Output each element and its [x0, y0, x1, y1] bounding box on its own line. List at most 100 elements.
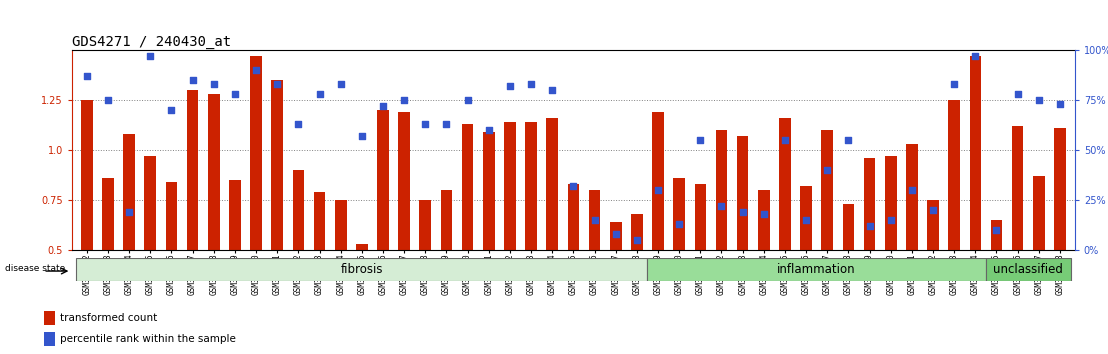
Bar — [737, 136, 748, 250]
Point — [438, 121, 455, 126]
Bar — [144, 155, 156, 250]
Point — [903, 187, 921, 193]
Bar — [758, 190, 770, 250]
Bar — [504, 121, 515, 250]
Point — [924, 207, 942, 212]
Bar — [483, 132, 494, 250]
Bar — [1033, 176, 1045, 250]
Text: fibrosis: fibrosis — [340, 263, 383, 276]
Bar — [314, 192, 326, 250]
Bar — [356, 244, 368, 250]
Point — [268, 81, 286, 86]
Text: inflammation: inflammation — [778, 263, 856, 276]
Point — [543, 87, 561, 92]
Bar — [441, 190, 452, 250]
Point — [353, 133, 371, 138]
Bar — [1054, 127, 1066, 250]
Point — [289, 121, 307, 126]
Bar — [250, 56, 261, 250]
Bar — [546, 118, 558, 250]
Bar — [632, 213, 643, 250]
Point — [776, 137, 793, 142]
Point — [78, 73, 95, 78]
Point — [375, 103, 392, 108]
Point — [205, 81, 223, 86]
Point — [142, 53, 160, 58]
Bar — [399, 112, 410, 250]
Point — [733, 209, 751, 215]
Point — [798, 217, 815, 222]
Point — [396, 97, 413, 102]
Bar — [800, 185, 812, 250]
Bar — [44, 332, 55, 346]
Point — [628, 237, 646, 242]
Point — [586, 217, 604, 222]
Bar — [462, 124, 473, 250]
Point — [522, 81, 540, 86]
Point — [987, 227, 1005, 233]
Bar — [420, 200, 431, 250]
Bar — [377, 110, 389, 250]
Point — [564, 183, 583, 188]
Point — [310, 91, 328, 96]
Bar — [885, 155, 896, 250]
Point — [331, 81, 349, 86]
Point — [607, 231, 625, 236]
Bar — [1012, 126, 1024, 250]
Point — [99, 97, 116, 102]
Bar — [864, 158, 875, 250]
Point — [819, 167, 837, 172]
Bar — [716, 130, 727, 250]
Text: unclassified: unclassified — [993, 263, 1064, 276]
Point — [184, 77, 202, 82]
Bar — [695, 184, 706, 250]
Text: percentile rank within the sample: percentile rank within the sample — [60, 333, 235, 344]
Point — [882, 217, 900, 222]
Point — [1008, 91, 1026, 96]
Bar — [821, 130, 833, 250]
Point — [459, 97, 476, 102]
Bar — [81, 99, 93, 250]
Bar — [229, 179, 240, 250]
Point — [755, 211, 772, 216]
Point — [945, 81, 963, 86]
Point — [840, 137, 858, 142]
Bar — [588, 190, 601, 250]
Bar — [653, 112, 664, 250]
Bar — [674, 178, 685, 250]
Bar — [906, 144, 917, 250]
Bar — [567, 184, 579, 250]
Point — [966, 53, 984, 58]
Point — [417, 121, 434, 126]
Bar — [525, 121, 537, 250]
Bar — [293, 170, 305, 250]
Text: GDS4271 / 240430_at: GDS4271 / 240430_at — [72, 35, 232, 48]
Point — [226, 91, 244, 96]
Bar — [123, 133, 135, 250]
Bar — [335, 200, 347, 250]
Bar — [44, 311, 55, 325]
Bar — [927, 200, 938, 250]
Bar — [986, 258, 1070, 281]
Point — [1030, 97, 1048, 102]
Bar — [609, 222, 622, 250]
Point — [712, 203, 730, 209]
Text: transformed count: transformed count — [60, 313, 157, 323]
Bar — [271, 80, 283, 250]
Point — [649, 187, 667, 193]
Bar — [948, 99, 960, 250]
Point — [670, 221, 688, 227]
Bar — [991, 219, 1003, 250]
Bar — [165, 182, 177, 250]
Point — [121, 209, 138, 215]
Text: disease state: disease state — [4, 264, 64, 273]
Bar — [76, 258, 647, 281]
Bar — [842, 204, 854, 250]
Bar — [208, 93, 219, 250]
Point — [861, 223, 879, 228]
Bar — [779, 118, 791, 250]
Bar — [187, 90, 198, 250]
Bar — [647, 258, 986, 281]
Bar — [102, 178, 114, 250]
Point — [691, 137, 709, 142]
